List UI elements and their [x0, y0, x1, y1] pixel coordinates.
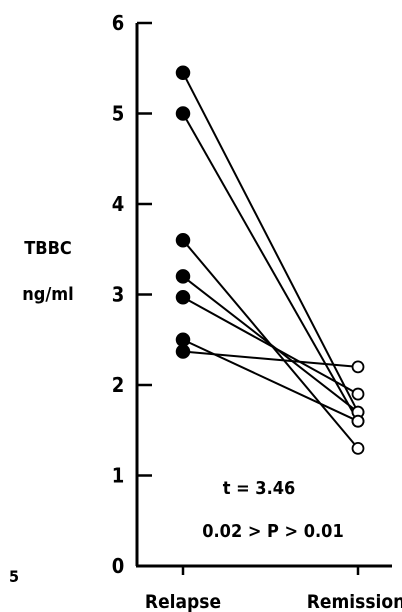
pair-line-1: [182, 72, 359, 413]
remission-point-7: [351, 360, 365, 374]
y-ticks: 0 1 2 3 4 5 6: [112, 11, 152, 578]
y-tick-label-4: 4: [112, 192, 125, 216]
pair-line-5: [182, 296, 359, 395]
pair-line-7: [182, 350, 359, 368]
pair-line-4: [182, 275, 359, 413]
y-axis-label-line-1: TBBC: [24, 238, 72, 259]
data-points: [175, 65, 365, 455]
page-number: 5: [9, 567, 19, 586]
y-tick-label-1: 1: [112, 464, 125, 488]
annotation-t-value: t = 3.46: [223, 478, 296, 499]
relapse-point-7: [175, 344, 191, 359]
pair-line-2: [182, 113, 359, 422]
x-tick-label-remission: Remission: [307, 591, 402, 612]
relapse-point-1: [175, 65, 191, 81]
y-tick-label-0: 0: [112, 554, 125, 578]
relapse-point-3: [175, 232, 191, 248]
remission-point-3: [351, 441, 365, 455]
y-tick-label-5: 5: [112, 102, 125, 126]
annotation-p-value: 0.02 > P > 0.01: [202, 521, 343, 542]
y-tick-label-6: 6: [112, 11, 125, 35]
relapse-point-5: [175, 289, 191, 305]
pair-lines: [182, 72, 359, 449]
x-tick-label-relapse: Relapse: [145, 591, 221, 612]
relapse-point-4: [175, 269, 191, 284]
remission-point-6: [351, 414, 365, 428]
y-tick-label-3: 3: [112, 283, 125, 307]
y-tick-label-2: 2: [112, 373, 125, 397]
y-axis-label-line-2: ng/ml: [22, 284, 73, 305]
remission-point-5: [351, 387, 365, 401]
relapse-point-2: [175, 106, 191, 121]
